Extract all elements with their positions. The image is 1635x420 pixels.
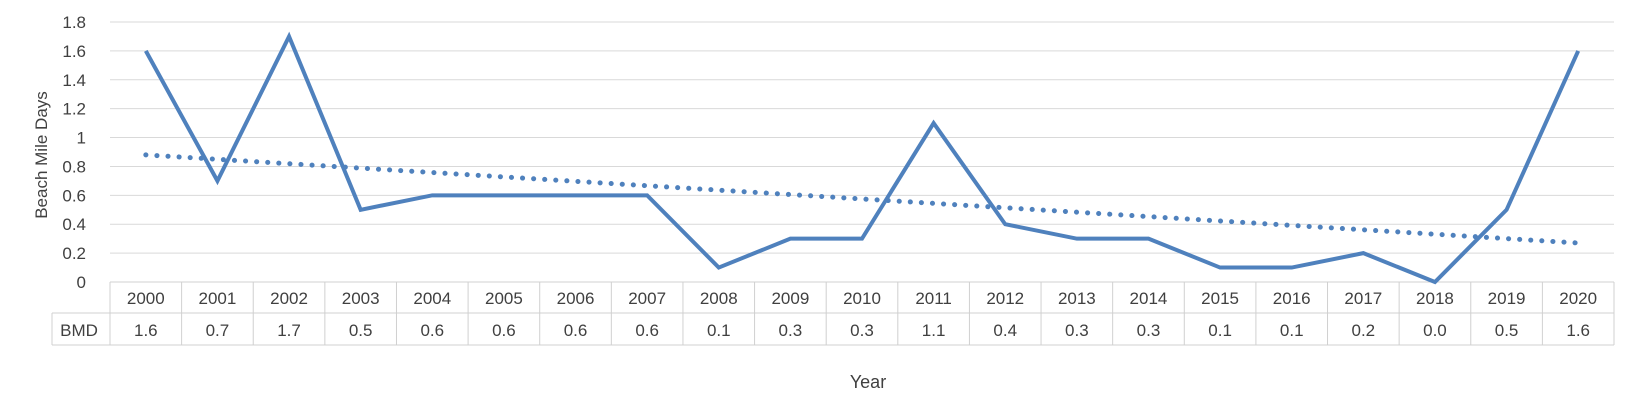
y-tick-label: 0.2: [62, 244, 86, 263]
series-line-group: [144, 31, 1581, 285]
x-tick-label: 2017: [1344, 289, 1382, 308]
x-tick-label: 2010: [843, 289, 881, 308]
x-tick-label: 2009: [771, 289, 809, 308]
x-tick-label: 2011: [915, 289, 952, 308]
x-tick-label: 2014: [1130, 289, 1168, 308]
table-value-cell: 0.7: [206, 321, 230, 340]
x-tick-label: 2008: [700, 289, 738, 308]
table-value-cell: 0.0: [1423, 321, 1447, 340]
table-value-cell: 0.4: [993, 321, 1017, 340]
y-tick-label: 0: [77, 273, 86, 292]
x-tick-label: 2003: [342, 289, 380, 308]
table-value-cell: 0.3: [779, 321, 803, 340]
table-value-cell: 0.2: [1352, 321, 1376, 340]
x-tick-label: 2018: [1416, 289, 1454, 308]
y-tick-label: 1: [77, 129, 86, 148]
x-tick-label: 2012: [986, 289, 1024, 308]
x-tick-label: 2019: [1488, 289, 1526, 308]
x-tick-label: 2004: [413, 289, 451, 308]
table-value-cell: 0.6: [420, 321, 444, 340]
series-line-bmd: [144, 31, 1581, 285]
table-value-cell: 0.1: [707, 321, 731, 340]
table-value-cell: 0.5: [349, 321, 373, 340]
table-value-cell: 0.3: [850, 321, 874, 340]
y-tick-label: 1.2: [62, 100, 86, 119]
trendline-path: [143, 152, 1581, 246]
x-tick-label: 2001: [199, 289, 237, 308]
x-tick-label: 2006: [557, 289, 595, 308]
x-tick-label: 2013: [1058, 289, 1096, 308]
table-value-cell: 1.1: [922, 321, 946, 340]
x-axis-label: Year: [850, 372, 886, 392]
x-tick-label: 2020: [1559, 289, 1597, 308]
y-axis-label: Beach Mile Days: [32, 91, 51, 219]
table-value-cell: 1.6: [134, 321, 158, 340]
table-value-cell: 1.7: [277, 321, 301, 340]
table-value-cell: 0.1: [1208, 321, 1232, 340]
table-value-cell: 0.3: [1065, 321, 1089, 340]
trendline: [143, 152, 1581, 246]
table-value-cell: 0.6: [492, 321, 516, 340]
x-tick-label: 2002: [270, 289, 308, 308]
y-tick-label: 1.4: [62, 71, 86, 90]
x-tick-label: 2016: [1273, 289, 1311, 308]
y-tick-label: 1.8: [62, 13, 86, 32]
y-tick-label: 0.8: [62, 157, 86, 176]
x-tick-label: 2007: [628, 289, 666, 308]
y-tick-label: 1.6: [62, 42, 86, 61]
table-value-cell: 0.6: [635, 321, 659, 340]
table-value-cell: 0.3: [1137, 321, 1161, 340]
table-series-name: BMD: [60, 321, 98, 340]
table-value-cell: 0.6: [564, 321, 588, 340]
table-value-cell: 1.6: [1566, 321, 1590, 340]
x-tick-label: 2000: [127, 289, 165, 308]
table-value-cell: 0.5: [1495, 321, 1519, 340]
data-table: BMD 2000 1.6 2001 0.7 2002 1.7 2003 0.5 2004 0.6 20…: [51, 281, 1615, 346]
x-tick-label: 2005: [485, 289, 523, 308]
y-tick-label: 0.6: [62, 186, 86, 205]
y-tick-label: 0.4: [62, 215, 86, 234]
gridlines: [110, 21, 1614, 283]
x-tick-label: 2015: [1201, 289, 1239, 308]
table-value-cell: 0.1: [1280, 321, 1304, 340]
y-axis-ticks: 0 0.2 0.4 0.6 0.8 1 1.2 1.4 1.6 1.8: [62, 13, 86, 292]
